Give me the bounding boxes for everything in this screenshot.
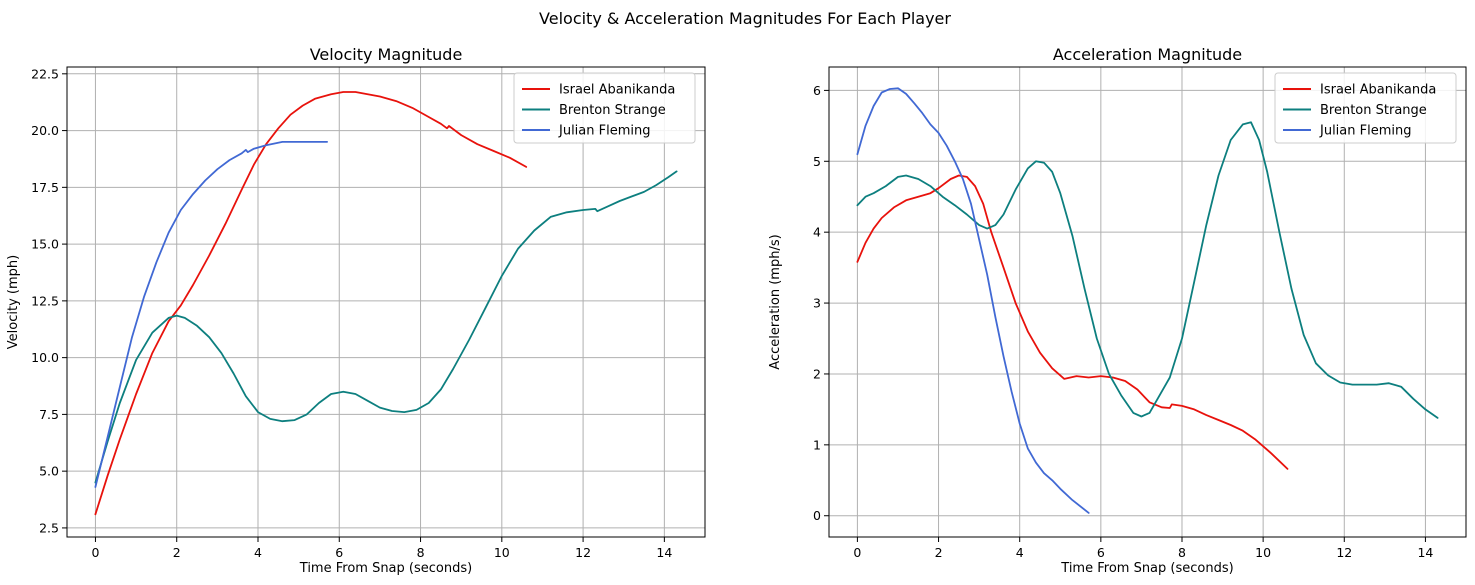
velocity-legend-label-brenton-strange: Brenton Strange	[559, 103, 666, 118]
velocity-y-tick-label: 15.0	[31, 237, 59, 252]
velocity-series-julian-fleming	[94, 141, 328, 488]
velocity-legend-label-julian-fleming: Julian Fleming	[558, 124, 651, 139]
acceleration-series-julian-fleming	[856, 87, 1090, 514]
acceleration-y-tick-label: 4	[813, 225, 821, 240]
acceleration-x-tick-label: 10	[1255, 545, 1271, 560]
acceleration-legend-label-israel-abanikanda: Israel Abanikanda	[1320, 83, 1436, 98]
velocity-x-axis-label: Time From Snap (seconds)	[299, 561, 472, 576]
acceleration-y-tick-label: 3	[813, 296, 821, 311]
velocity-chart: 0 2 4 6 8 10 12 14 2.5 5.0 7.5 10.0 12.5 15.0 17.5 20.0…	[6, 45, 706, 576]
velocity-x-tick-label: 12	[575, 545, 591, 560]
acceleration-x-tick-label: 6	[1097, 545, 1105, 560]
velocity-x-tick-label: 0	[91, 545, 99, 560]
acceleration-y-tick-label: 2	[813, 366, 821, 381]
acceleration-y-axis-label: Acceleration (mph/s)	[768, 234, 783, 369]
acceleration-plot-frame	[828, 66, 1467, 538]
velocity-series-israel-abanikanda	[94, 91, 528, 516]
velocity-legend: Israel Abanikanda Brenton Strange Julian F…	[513, 72, 696, 144]
acceleration-x-tick-label: 0	[853, 545, 861, 560]
velocity-y-tick-label: 2.5	[39, 520, 59, 535]
velocity-y-tick-label: 17.5	[31, 180, 59, 195]
acceleration-legend-box	[1274, 72, 1457, 144]
velocity-x-tick-label: 2	[173, 545, 181, 560]
acceleration-x-tick-label: 2	[935, 545, 943, 560]
velocity-x-tick-label: 4	[254, 545, 262, 560]
velocity-y-tick-label: 5.0	[39, 464, 59, 479]
acceleration-series-brenton-strange	[856, 121, 1439, 419]
acceleration-y-tick-label: 6	[813, 83, 821, 98]
velocity-y-tick-label: 20.0	[31, 123, 59, 138]
acceleration-legend-label-brenton-strange: Brenton Strange	[1320, 103, 1427, 118]
acceleration-y-tick-label: 0	[813, 508, 821, 523]
acceleration-legend-label-julian-fleming: Julian Fleming	[1319, 124, 1412, 139]
velocity-x-tick-label: 8	[417, 545, 425, 560]
acceleration-x-tick-label: 4	[1016, 545, 1024, 560]
acceleration-y-tick-label: 1	[813, 437, 821, 452]
acceleration-x-axis-label: Time From Snap (seconds)	[1060, 561, 1233, 576]
acceleration-x-tick-label: 12	[1336, 545, 1352, 560]
velocity-x-tick-label: 14	[656, 545, 672, 560]
acceleration-y-tick-label: 5	[813, 154, 821, 169]
velocity-y-tick-label: 12.5	[31, 293, 59, 308]
velocity-legend-label-israel-abanikanda: Israel Abanikanda	[559, 83, 675, 98]
velocity-y-tick-label: 10.0	[31, 350, 59, 365]
velocity-plot-frame	[66, 66, 706, 538]
acceleration-series-israel-abanikanda	[856, 174, 1289, 470]
velocity-series-brenton-strange	[94, 170, 678, 484]
velocity-x-tick-label: 10	[494, 545, 510, 560]
acceleration-x-tick-label: 14	[1417, 545, 1433, 560]
acceleration-legend: Israel Abanikanda Brenton Strange Julian F…	[1274, 72, 1457, 144]
velocity-legend-box	[513, 72, 696, 144]
velocity-y-tick-label: 7.5	[39, 407, 59, 422]
velocity-y-axis-label: Velocity (mph)	[6, 255, 21, 349]
velocity-y-tick-label: 22.5	[31, 66, 59, 81]
acceleration-x-tick-label: 8	[1178, 545, 1186, 560]
velocity-chart-title: Velocity Magnitude	[310, 45, 463, 64]
acceleration-chart-title: Acceleration Magnitude	[1053, 45, 1242, 64]
velocity-x-tick-label: 6	[335, 545, 343, 560]
figure-suptitle: Velocity & Acceleration Magnitudes For E…	[539, 9, 951, 28]
